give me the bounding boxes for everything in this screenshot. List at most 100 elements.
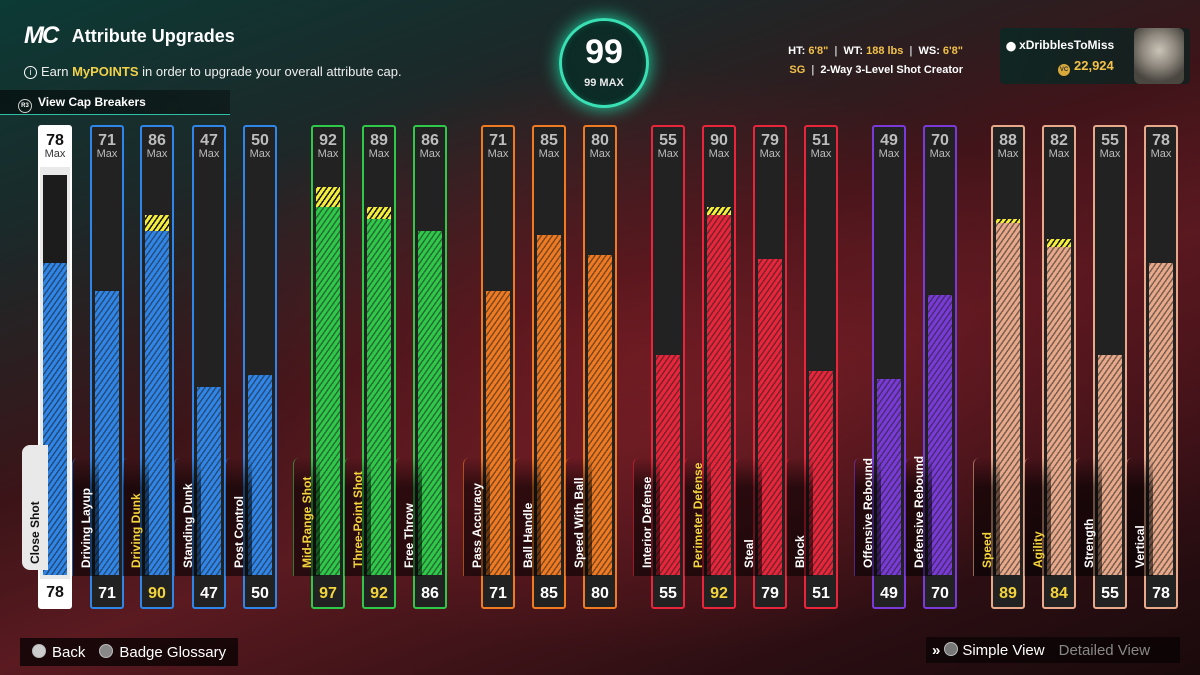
detailed-view-button[interactable]: Detailed View [1058,641,1151,659]
attribute-fill [588,255,612,575]
attribute-upgrade-fill [707,207,731,215]
subtitle-pre: Earn [41,64,73,79]
attribute-max-label: Max [317,148,339,160]
attribute-name: Post Control [232,496,246,568]
attribute-value: 78 [40,579,70,607]
attribute-max-header: 82 Max [1044,127,1074,160]
attribute-label-tab: Perimeter Defense [684,458,711,576]
attribute-bar-three-point-shot[interactable]: 89 Max 92 [362,125,396,609]
attribute-bar-steal[interactable]: 79 Max 79 [753,125,787,609]
attribute-max-value: 71 [489,132,507,149]
attribute-value: 86 [421,585,439,602]
attribute-max-label: Max [657,148,679,160]
attribute-bar-free-throw[interactable]: 86 Max 86 [413,125,447,609]
attribute-max-label: Max [96,148,118,160]
attribute-max-header: 49 Max [874,127,904,160]
attribute-max-header: 55 Max [653,127,683,160]
attribute-label-tab: Agility [1024,458,1051,576]
attribute-fill [877,379,901,575]
attribute-max-value: 70 [931,132,949,149]
attribute-max-header: 71 Max [92,127,122,160]
attribute-value: 97 [319,585,337,602]
attribute-max-header: 50 Max [245,127,275,160]
attribute-fill [418,231,442,575]
psn-icon: ⬤ [1006,41,1017,51]
footer-controls: Back Badge Glossary [20,638,239,666]
attribute-bar-driving-layup[interactable]: 71 Max 71 [90,125,124,609]
attribute-upgrade-fill [145,215,169,231]
attribute-max-header: 78 Max [40,127,70,167]
attribute-label-tab: Ball Handle [514,458,541,576]
attribute-value: 55 [1101,585,1119,602]
attribute-name: Block [793,535,807,568]
view-cap-breakers-button[interactable]: R3 View Cap Breakers [0,90,230,115]
attribute-bar-speed[interactable]: 88 Max 89 [991,125,1025,609]
attribute-max-label: Max [1099,148,1121,160]
attribute-fill [367,219,391,575]
attribute-name: Vertical [1133,525,1147,568]
attribute-fill [707,215,731,575]
attribute-max-value: 89 [370,132,388,149]
attribute-fill [809,371,833,575]
attribute-max-value: 49 [880,132,898,149]
back-label: Back [52,643,86,661]
attribute-bar-speed-with-ball[interactable]: 80 Max 80 [583,125,617,609]
attribute-max-label: Max [368,148,390,160]
attribute-max-header: 47 Max [194,127,224,160]
attribute-value: 55 [659,585,677,602]
attribute-max-value: 80 [591,132,609,149]
attribute-label-tab: Free Throw [395,458,422,576]
attribute-value: 80 [591,585,609,602]
back-button[interactable]: Back [32,643,86,661]
attribute-name: Standing Dunk [181,483,195,568]
player-avatar [1134,28,1184,84]
attribute-max-value: 78 [1152,132,1170,149]
attribute-name: Driving Dunk [129,493,143,568]
attribute-bar-driving-dunk[interactable]: 86 Max 90 [140,125,174,609]
subtitle-post: in order to upgrade your overall attribu… [138,64,402,79]
attribute-fill [537,235,561,575]
mycareer-logo: MC [24,22,59,49]
attribute-fill [486,291,510,575]
attribute-max-label: Max [146,148,168,160]
attribute-name: Speed [980,531,994,568]
attribute-max-header: 78 Max [1146,127,1176,160]
attribute-value: 92 [370,585,388,602]
attribute-fill [1098,355,1122,575]
attribute-max-label: Max [708,148,730,160]
attribute-upgrade-fill [996,219,1020,223]
attribute-label-tab: Mid-Range Shot [293,458,320,576]
attribute-name: Interior Defense [640,476,654,568]
attribute-label-tab: Defensive Rebound [905,456,932,576]
simple-view-button[interactable]: Simple View [944,641,1045,659]
attribute-label-tab: Speed With Ball [565,458,592,576]
attribute-value: 85 [540,585,558,602]
attribute-bar-offensive-rebound[interactable]: 49 Max 49 [872,125,906,609]
attribute-value: 49 [880,585,898,602]
attribute-max-label: Max [249,148,271,160]
attribute-max-header: 51 Max [806,127,836,160]
archetype-value: 2-Way 3-Level Shot Creator [820,64,963,76]
page-header: MC Attribute Upgrades [24,22,235,50]
attribute-label-tab: Block [786,458,813,576]
cap-breakers-label: View Cap Breakers [38,95,146,109]
subtitle: i Earn MyPOINTS in order to upgrade your … [24,64,402,79]
attribute-name: Offensive Rebound [861,457,875,568]
attribute-value: 70 [931,585,949,602]
attribute-name: Three-Point Shot [351,471,365,568]
gamertag-text: xDribblesToMiss [1019,38,1115,52]
attribute-max-value: 90 [710,132,728,149]
attribute-fill [758,259,782,575]
attribute-max-header: 85 Max [534,127,564,160]
attribute-label-tab: Driving Layup [72,458,99,576]
attribute-max-label: Max [419,148,441,160]
attribute-max-value: 51 [812,132,830,149]
attribute-max-value: 71 [98,132,116,149]
attribute-bar-defensive-rebound[interactable]: 70 Max 70 [923,125,957,609]
attribute-value: 71 [98,585,116,602]
attribute-label-tab: Post Control [225,458,252,576]
attribute-max-label: Max [198,148,220,160]
attribute-bar-vertical[interactable]: 78 Max 78 [1144,125,1178,609]
badge-glossary-button[interactable]: Badge Glossary [99,643,226,661]
attribute-max-header: 80 Max [585,127,615,160]
